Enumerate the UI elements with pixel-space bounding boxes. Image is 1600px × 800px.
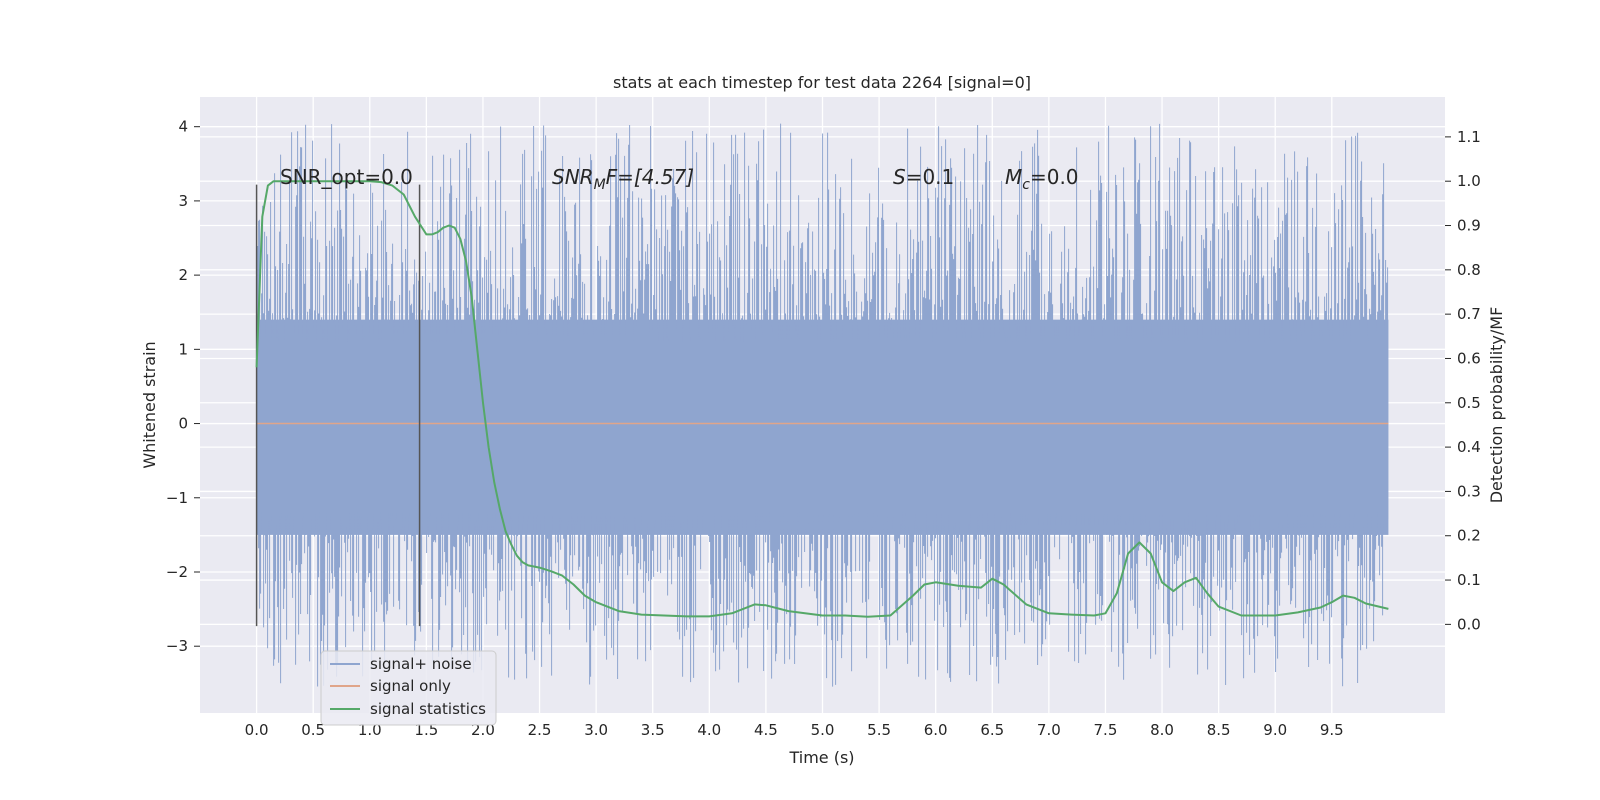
x-tick-label: 6.0 bbox=[924, 721, 948, 739]
annotation-snr-opt: SNR_opt=0.0 bbox=[280, 165, 413, 189]
y-right-tick-label: 0.7 bbox=[1457, 305, 1481, 323]
y-tick-label: 2 bbox=[178, 266, 188, 284]
annotation-mc-sub: c bbox=[1022, 177, 1030, 193]
x-tick-label: 7.5 bbox=[1094, 721, 1118, 739]
annotation-mc: Mc=0.0 bbox=[1005, 165, 1079, 193]
x-tick-label: 4.5 bbox=[754, 721, 778, 739]
legend-label-signal-only: signal only bbox=[370, 677, 451, 695]
vertical-markers bbox=[255, 184, 421, 627]
y-tick-label: 1 bbox=[178, 340, 188, 358]
x-axis-label: Time (s) bbox=[788, 748, 854, 767]
y-right-tick-label: 0.5 bbox=[1457, 394, 1481, 412]
y-right-tick-label: 0.8 bbox=[1457, 261, 1481, 279]
x-tick-label: 6.5 bbox=[980, 721, 1004, 739]
signal-statistics-line bbox=[255, 180, 1389, 618]
y-axis-right-label: Detection probability/MF bbox=[1487, 307, 1506, 504]
x-tick-label: 9.0 bbox=[1263, 721, 1287, 739]
y-right-tick-label: 1.0 bbox=[1457, 172, 1481, 190]
x-tick-label: 8.0 bbox=[1150, 721, 1174, 739]
y-tick-label: −2 bbox=[166, 563, 188, 581]
y-tick-label: 0 bbox=[178, 415, 188, 433]
y-axis-label: Whitened strain bbox=[140, 341, 159, 468]
y-right-tick-label: 0.0 bbox=[1457, 615, 1481, 633]
legend-box bbox=[320, 650, 497, 726]
series-signal-noise bbox=[256, 123, 1389, 687]
x-tick-label: 5.0 bbox=[811, 721, 835, 739]
y-right-tick-label: 0.6 bbox=[1457, 349, 1481, 367]
annotation-s-rest: =0.1 bbox=[906, 165, 955, 189]
legend-label-signal-statistics: signal statistics bbox=[370, 700, 486, 718]
x-tick-label: 0.0 bbox=[245, 721, 269, 739]
annotation-snr-mf-rest: F=[4.57] bbox=[606, 165, 694, 189]
legend: signal+ noise signal only signal statist… bbox=[320, 650, 497, 726]
y-tick-label: 3 bbox=[178, 192, 188, 210]
x-tick-label: 7.0 bbox=[1037, 721, 1061, 739]
y-right-tick-label: 0.2 bbox=[1457, 527, 1481, 545]
x-tick-label: 4.0 bbox=[697, 721, 721, 739]
x-tick-label: 9.5 bbox=[1320, 721, 1344, 739]
x-tick-label: 5.5 bbox=[867, 721, 891, 739]
x-tick-label: 2.5 bbox=[528, 721, 552, 739]
y-right-tick-label: 0.9 bbox=[1457, 217, 1481, 235]
annotation-snr-mf: SNRMF=[4.57] bbox=[552, 165, 694, 193]
annotation-snr-mf-sub: M bbox=[594, 177, 606, 193]
y-tick-label: −1 bbox=[166, 489, 188, 507]
annotation-s-italic: S bbox=[893, 165, 906, 189]
annotation-mc-rest: =0.0 bbox=[1030, 165, 1079, 189]
x-tick-label: 3.5 bbox=[641, 721, 665, 739]
y-right-tick-label: 1.1 bbox=[1457, 128, 1481, 146]
legend-label-signal-noise: signal+ noise bbox=[370, 655, 472, 673]
x-tick-label: 8.5 bbox=[1207, 721, 1231, 739]
annotation-mc-italic: M bbox=[1005, 165, 1022, 189]
annotation-s: S=0.1 bbox=[893, 165, 954, 189]
series-signal-statistics bbox=[255, 180, 1389, 618]
y-tick-label: −3 bbox=[166, 637, 188, 655]
annotation-snr-mf-italic: SNR bbox=[552, 165, 594, 189]
x-tick-label: 3.0 bbox=[584, 721, 608, 739]
x-tick-label: 0.5 bbox=[301, 721, 325, 739]
y-right-tick-label: 0.4 bbox=[1457, 438, 1481, 456]
y-right-tick-label: 0.1 bbox=[1457, 571, 1481, 589]
chart-title: stats at each timestep for test data 226… bbox=[613, 73, 1031, 92]
y-right-tick-label: 0.3 bbox=[1457, 482, 1481, 500]
y-tick-label: 4 bbox=[178, 118, 188, 136]
